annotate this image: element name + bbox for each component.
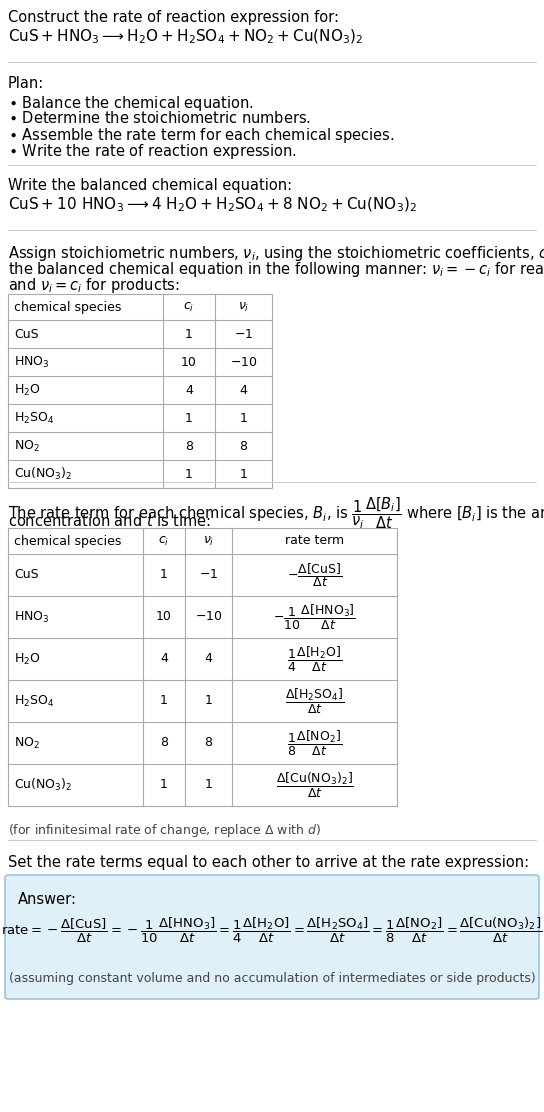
- Text: 1: 1: [185, 411, 193, 425]
- Text: 1: 1: [160, 778, 168, 792]
- Text: $\nu_i$: $\nu_i$: [203, 535, 214, 547]
- Text: $-\dfrac{1}{10}\dfrac{\Delta[\mathrm{HNO_3}]}{\Delta t}$: $-\dfrac{1}{10}\dfrac{\Delta[\mathrm{HNO…: [273, 603, 356, 632]
- Text: $\bullet$ Balance the chemical equation.: $\bullet$ Balance the chemical equation.: [8, 95, 254, 113]
- Text: NO$_2$: NO$_2$: [14, 438, 40, 454]
- Text: the balanced chemical equation in the following manner: $\nu_i = -c_i$ for react: the balanced chemical equation in the fo…: [8, 260, 544, 279]
- Text: 10: 10: [181, 356, 197, 368]
- Text: $c_i$: $c_i$: [183, 300, 195, 314]
- Text: 4: 4: [185, 384, 193, 397]
- Text: $\bullet$ Write the rate of reaction expression.: $\bullet$ Write the rate of reaction exp…: [8, 142, 296, 161]
- Text: $\dfrac{\Delta[\mathrm{Cu(NO_3)_2}]}{\Delta t}$: $\dfrac{\Delta[\mathrm{Cu(NO_3)_2}]}{\De…: [275, 771, 354, 800]
- Text: 1: 1: [205, 695, 213, 707]
- Text: Set the rate terms equal to each other to arrive at the rate expression:: Set the rate terms equal to each other t…: [8, 855, 529, 870]
- Text: rate term: rate term: [285, 535, 344, 547]
- Text: 1: 1: [239, 467, 248, 480]
- Text: 1: 1: [160, 695, 168, 707]
- Text: $\mathrm{rate} = -\dfrac{\Delta[\mathrm{CuS}]}{\Delta t} = -\dfrac{1}{10}\dfrac{: $\mathrm{rate} = -\dfrac{\Delta[\mathrm{…: [2, 916, 542, 945]
- Text: Construct the rate of reaction expression for:: Construct the rate of reaction expressio…: [8, 10, 339, 24]
- Text: HNO$_3$: HNO$_3$: [14, 355, 50, 369]
- Text: CuS: CuS: [14, 568, 39, 582]
- Bar: [8, 528, 397, 806]
- Text: H$_2$O: H$_2$O: [14, 383, 41, 398]
- Text: 1: 1: [185, 467, 193, 480]
- Text: 8: 8: [239, 439, 248, 453]
- Text: $\dfrac{1}{4}\dfrac{\Delta[\mathrm{H_2O}]}{\Delta t}$: $\dfrac{1}{4}\dfrac{\Delta[\mathrm{H_2O}…: [287, 645, 342, 674]
- Text: $c_i$: $c_i$: [158, 535, 170, 547]
- Text: 8: 8: [160, 736, 168, 749]
- Text: CuS: CuS: [14, 328, 39, 340]
- Text: (assuming constant volume and no accumulation of intermediates or side products): (assuming constant volume and no accumul…: [9, 972, 535, 985]
- Text: H$_2$O: H$_2$O: [14, 652, 41, 666]
- Text: chemical species: chemical species: [14, 300, 121, 314]
- Text: Write the balanced chemical equation:: Write the balanced chemical equation:: [8, 178, 292, 193]
- Text: (for infinitesimal rate of change, replace $\Delta$ with $d$): (for infinitesimal rate of change, repla…: [8, 822, 321, 838]
- Text: 1: 1: [239, 411, 248, 425]
- Text: Answer:: Answer:: [18, 892, 77, 907]
- Text: 1: 1: [185, 328, 193, 340]
- Text: Plan:: Plan:: [8, 76, 44, 91]
- Text: 8: 8: [185, 439, 193, 453]
- Text: $-10$: $-10$: [230, 356, 257, 368]
- Text: Assign stoichiometric numbers, $\nu_i$, using the stoichiometric coefficients, $: Assign stoichiometric numbers, $\nu_i$, …: [8, 244, 544, 264]
- Text: $\bullet$ Determine the stoichiometric numbers.: $\bullet$ Determine the stoichiometric n…: [8, 110, 311, 126]
- FancyBboxPatch shape: [5, 875, 539, 999]
- Text: HNO$_3$: HNO$_3$: [14, 609, 50, 625]
- Text: NO$_2$: NO$_2$: [14, 735, 40, 751]
- Text: $-1$: $-1$: [234, 328, 253, 340]
- Text: $\mathrm{CuS} + \mathrm{HNO_3} \longrightarrow \mathrm{H_2O} + \mathrm{H_2SO_4} : $\mathrm{CuS} + \mathrm{HNO_3} \longrigh…: [8, 28, 363, 47]
- Text: $\bullet$ Assemble the rate term for each chemical species.: $\bullet$ Assemble the rate term for eac…: [8, 126, 395, 145]
- Text: $-\dfrac{\Delta[\mathrm{CuS}]}{\Delta t}$: $-\dfrac{\Delta[\mathrm{CuS}]}{\Delta t}…: [287, 562, 342, 589]
- Text: Cu(NO$_3$)$_2$: Cu(NO$_3$)$_2$: [14, 466, 72, 481]
- Text: and $\nu_i = c_i$ for products:: and $\nu_i = c_i$ for products:: [8, 276, 180, 295]
- Text: H$_2$SO$_4$: H$_2$SO$_4$: [14, 410, 54, 426]
- Text: Cu(NO$_3$)$_2$: Cu(NO$_3$)$_2$: [14, 777, 72, 793]
- Text: 10: 10: [156, 610, 172, 624]
- Text: 4: 4: [239, 384, 248, 397]
- Text: 4: 4: [160, 653, 168, 665]
- Text: $\dfrac{1}{8}\dfrac{\Delta[\mathrm{NO_2}]}{\Delta t}$: $\dfrac{1}{8}\dfrac{\Delta[\mathrm{NO_2}…: [287, 728, 342, 757]
- Text: H$_2$SO$_4$: H$_2$SO$_4$: [14, 694, 54, 708]
- Text: 4: 4: [205, 653, 213, 665]
- Text: 8: 8: [205, 736, 213, 749]
- Bar: [8, 294, 272, 488]
- Text: $\dfrac{\Delta[\mathrm{H_2SO_4}]}{\Delta t}$: $\dfrac{\Delta[\mathrm{H_2SO_4}]}{\Delta…: [285, 686, 344, 715]
- Text: $\mathrm{CuS} + 10\ \mathrm{HNO_3} \longrightarrow 4\ \mathrm{H_2O} + \mathrm{H_: $\mathrm{CuS} + 10\ \mathrm{HNO_3} \long…: [8, 196, 417, 215]
- Text: $\nu_i$: $\nu_i$: [238, 300, 249, 314]
- Text: 1: 1: [205, 778, 213, 792]
- Text: The rate term for each chemical species, $B_i$, is $\dfrac{1}{\nu_i}\dfrac{\Delt: The rate term for each chemical species,…: [8, 495, 544, 530]
- Text: concentration and $t$ is time:: concentration and $t$ is time:: [8, 513, 211, 529]
- Text: 1: 1: [160, 568, 168, 582]
- Text: $-10$: $-10$: [195, 610, 222, 624]
- Text: chemical species: chemical species: [14, 535, 121, 547]
- Text: $-1$: $-1$: [199, 568, 218, 582]
